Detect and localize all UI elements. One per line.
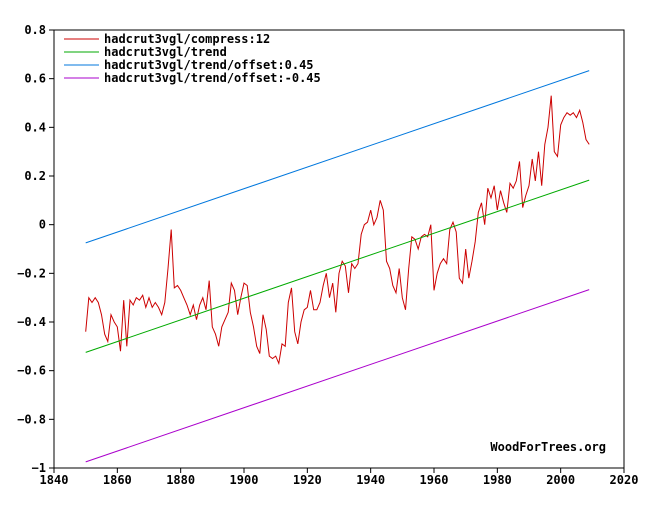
y-axis: −1 −0.8 −0.6 −0.4 −0.2 0 0.2 0.4 0.6 0.8	[17, 23, 54, 475]
x-tick-label-3: 1900	[230, 473, 259, 487]
legend-label-2: hadcrut3vgl/trend/offset:0.45	[104, 58, 314, 72]
x-tick-label-6: 1960	[420, 473, 449, 487]
x-tick-label-4: 1920	[293, 473, 322, 487]
x-axis: 1840 1860 1880 1900 1920 1940 1960 1980 2000 2020	[40, 468, 639, 487]
x-tick-label-0: 1840	[40, 473, 69, 487]
x-tick-label-7: 1980	[483, 473, 512, 487]
legend-label-0: hadcrut3vgl/compress:12	[104, 32, 270, 46]
legend: hadcrut3vgl/compress:12hadcrut3vgl/trend…	[64, 32, 321, 85]
series-line-3	[85, 289, 590, 463]
y-tick-label-7: 0.4	[24, 120, 46, 134]
legend-label-1: hadcrut3vgl/trend	[104, 45, 227, 59]
x-tick-label-1: 1860	[103, 473, 132, 487]
watermark: WoodForTrees.org	[490, 440, 606, 454]
series-line-2	[85, 70, 590, 244]
plot-lines	[85, 70, 590, 463]
x-tick-label-9: 2020	[610, 473, 639, 487]
plot-area-frame	[53, 29, 625, 469]
legend-label-3: hadcrut3vgl/trend/offset:-0.45	[104, 71, 321, 85]
y-tick-label-2: −0.6	[17, 364, 46, 378]
x-tick-label-2: 1880	[166, 473, 195, 487]
y-tick-label-8: 0.6	[24, 72, 46, 86]
y-tick-label-1: −0.8	[17, 412, 46, 426]
y-tick-label-5: 0	[39, 218, 46, 232]
y-tick-label-0: −1	[32, 461, 46, 475]
series-line-0	[85, 95, 590, 366]
x-tick-label-5: 1940	[356, 473, 385, 487]
y-tick-label-6: 0.2	[24, 169, 46, 183]
y-tick-label-9: 0.8	[24, 23, 46, 37]
series-line-1	[85, 179, 590, 353]
y-tick-label-3: −0.4	[17, 315, 46, 329]
x-tick-label-8: 2000	[546, 473, 575, 487]
y-tick-label-4: −0.2	[17, 266, 46, 280]
